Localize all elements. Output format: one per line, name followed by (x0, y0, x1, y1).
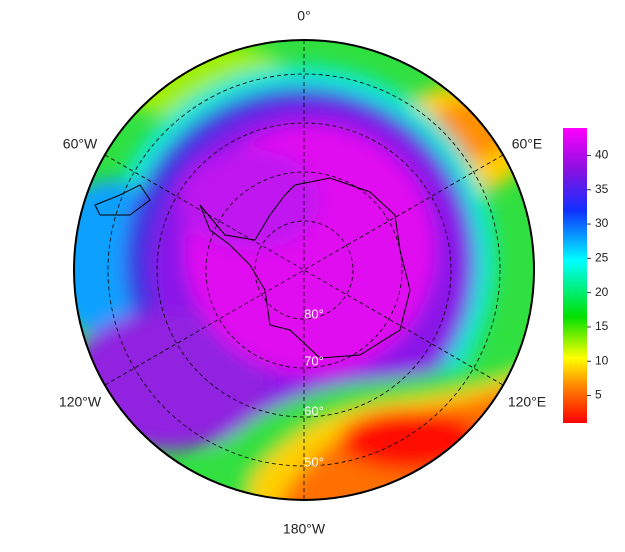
longitude-label: 60°E (512, 136, 543, 152)
longitude-label: 120°E (508, 394, 546, 410)
colorbar-tick-label: 10 (595, 353, 609, 367)
colorbar (563, 128, 587, 423)
colorbar-tick-label: 30 (595, 216, 609, 230)
latitude-label: 60° (304, 403, 324, 418)
longitude-label: 0° (297, 8, 310, 24)
longitude-label: 180°W (283, 521, 326, 537)
colorbar-tick-label: 25 (595, 251, 609, 265)
colorbar-tick-label: 35 (595, 182, 609, 196)
latitude-label: 70° (304, 353, 324, 368)
latitude-label: 50° (304, 454, 324, 469)
longitude-label: 120°W (59, 394, 102, 410)
map-border (73, 39, 535, 501)
field (74, 40, 534, 500)
colorbar-tick-label: 15 (595, 319, 609, 333)
colorbar-tick-label: 40 (595, 148, 609, 162)
antarctica-outline (199, 177, 411, 359)
colorbar-tick-label: 5 (595, 388, 602, 402)
south-america-tip (94, 184, 151, 216)
graticule (104, 40, 504, 500)
longitude-label: 60°W (63, 136, 98, 152)
colorbar-tick-label: 20 (595, 285, 609, 299)
latitude-label: 80° (304, 306, 324, 321)
